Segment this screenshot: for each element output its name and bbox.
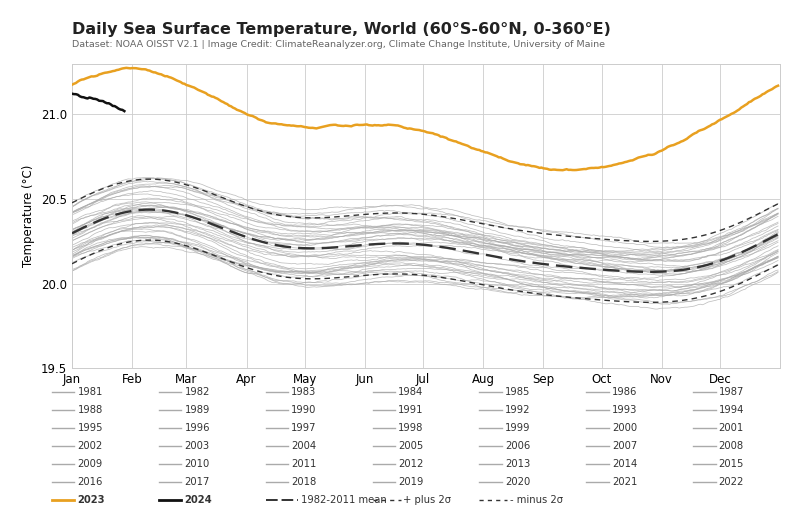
Text: 1984: 1984: [398, 387, 423, 398]
Text: 1991: 1991: [398, 405, 424, 416]
Text: Dataset: NOAA OISST V2.1 | Image Credit: ClimateReanalyzer.org, Climate Change I: Dataset: NOAA OISST V2.1 | Image Credit:…: [72, 40, 605, 49]
Text: 1998: 1998: [398, 423, 423, 434]
Text: 1990: 1990: [291, 405, 317, 416]
Text: 1994: 1994: [718, 405, 744, 416]
Text: 1985: 1985: [505, 387, 530, 398]
Text: 2000: 2000: [612, 423, 637, 434]
Text: + plus 2σ: + plus 2σ: [403, 496, 451, 505]
Text: 2019: 2019: [398, 478, 423, 487]
Text: 2022: 2022: [718, 478, 744, 487]
Text: 1986: 1986: [612, 387, 638, 398]
Y-axis label: Temperature (°C): Temperature (°C): [22, 165, 35, 267]
Text: - minus 2σ: - minus 2σ: [510, 496, 563, 505]
Text: 1992: 1992: [505, 405, 530, 416]
Text: 2020: 2020: [505, 478, 530, 487]
Text: 2001: 2001: [718, 423, 744, 434]
Text: 2010: 2010: [185, 460, 210, 470]
Text: 2012: 2012: [398, 460, 423, 470]
Text: 2023: 2023: [78, 496, 105, 505]
Text: 1982: 1982: [185, 387, 210, 398]
Text: 1981: 1981: [78, 387, 103, 398]
Text: 2005: 2005: [398, 441, 423, 452]
Text: 2018: 2018: [291, 478, 317, 487]
Text: 1983: 1983: [291, 387, 317, 398]
Text: 2004: 2004: [291, 441, 317, 452]
Text: 1989: 1989: [185, 405, 210, 416]
Text: 2007: 2007: [612, 441, 637, 452]
Text: 1988: 1988: [78, 405, 103, 416]
Text: 2015: 2015: [718, 460, 744, 470]
Text: 2013: 2013: [505, 460, 530, 470]
Text: 2024: 2024: [185, 496, 212, 505]
Text: Daily Sea Surface Temperature, World (60°S-60°N, 0-360°E): Daily Sea Surface Temperature, World (60…: [72, 22, 611, 37]
Text: 2011: 2011: [291, 460, 317, 470]
Text: 2009: 2009: [78, 460, 103, 470]
Text: 2006: 2006: [505, 441, 530, 452]
Text: 2016: 2016: [78, 478, 103, 487]
Text: 1999: 1999: [505, 423, 530, 434]
Text: 1997: 1997: [291, 423, 317, 434]
Text: 1995: 1995: [78, 423, 103, 434]
Text: 1996: 1996: [185, 423, 210, 434]
Text: 1993: 1993: [612, 405, 638, 416]
Text: 2017: 2017: [185, 478, 210, 487]
Text: 2002: 2002: [78, 441, 103, 452]
Text: 2008: 2008: [718, 441, 744, 452]
Text: 2003: 2003: [185, 441, 210, 452]
Text: 2021: 2021: [612, 478, 638, 487]
Text: 2014: 2014: [612, 460, 637, 470]
Text: 1982-2011 mean: 1982-2011 mean: [301, 496, 386, 505]
Text: 1987: 1987: [718, 387, 744, 398]
